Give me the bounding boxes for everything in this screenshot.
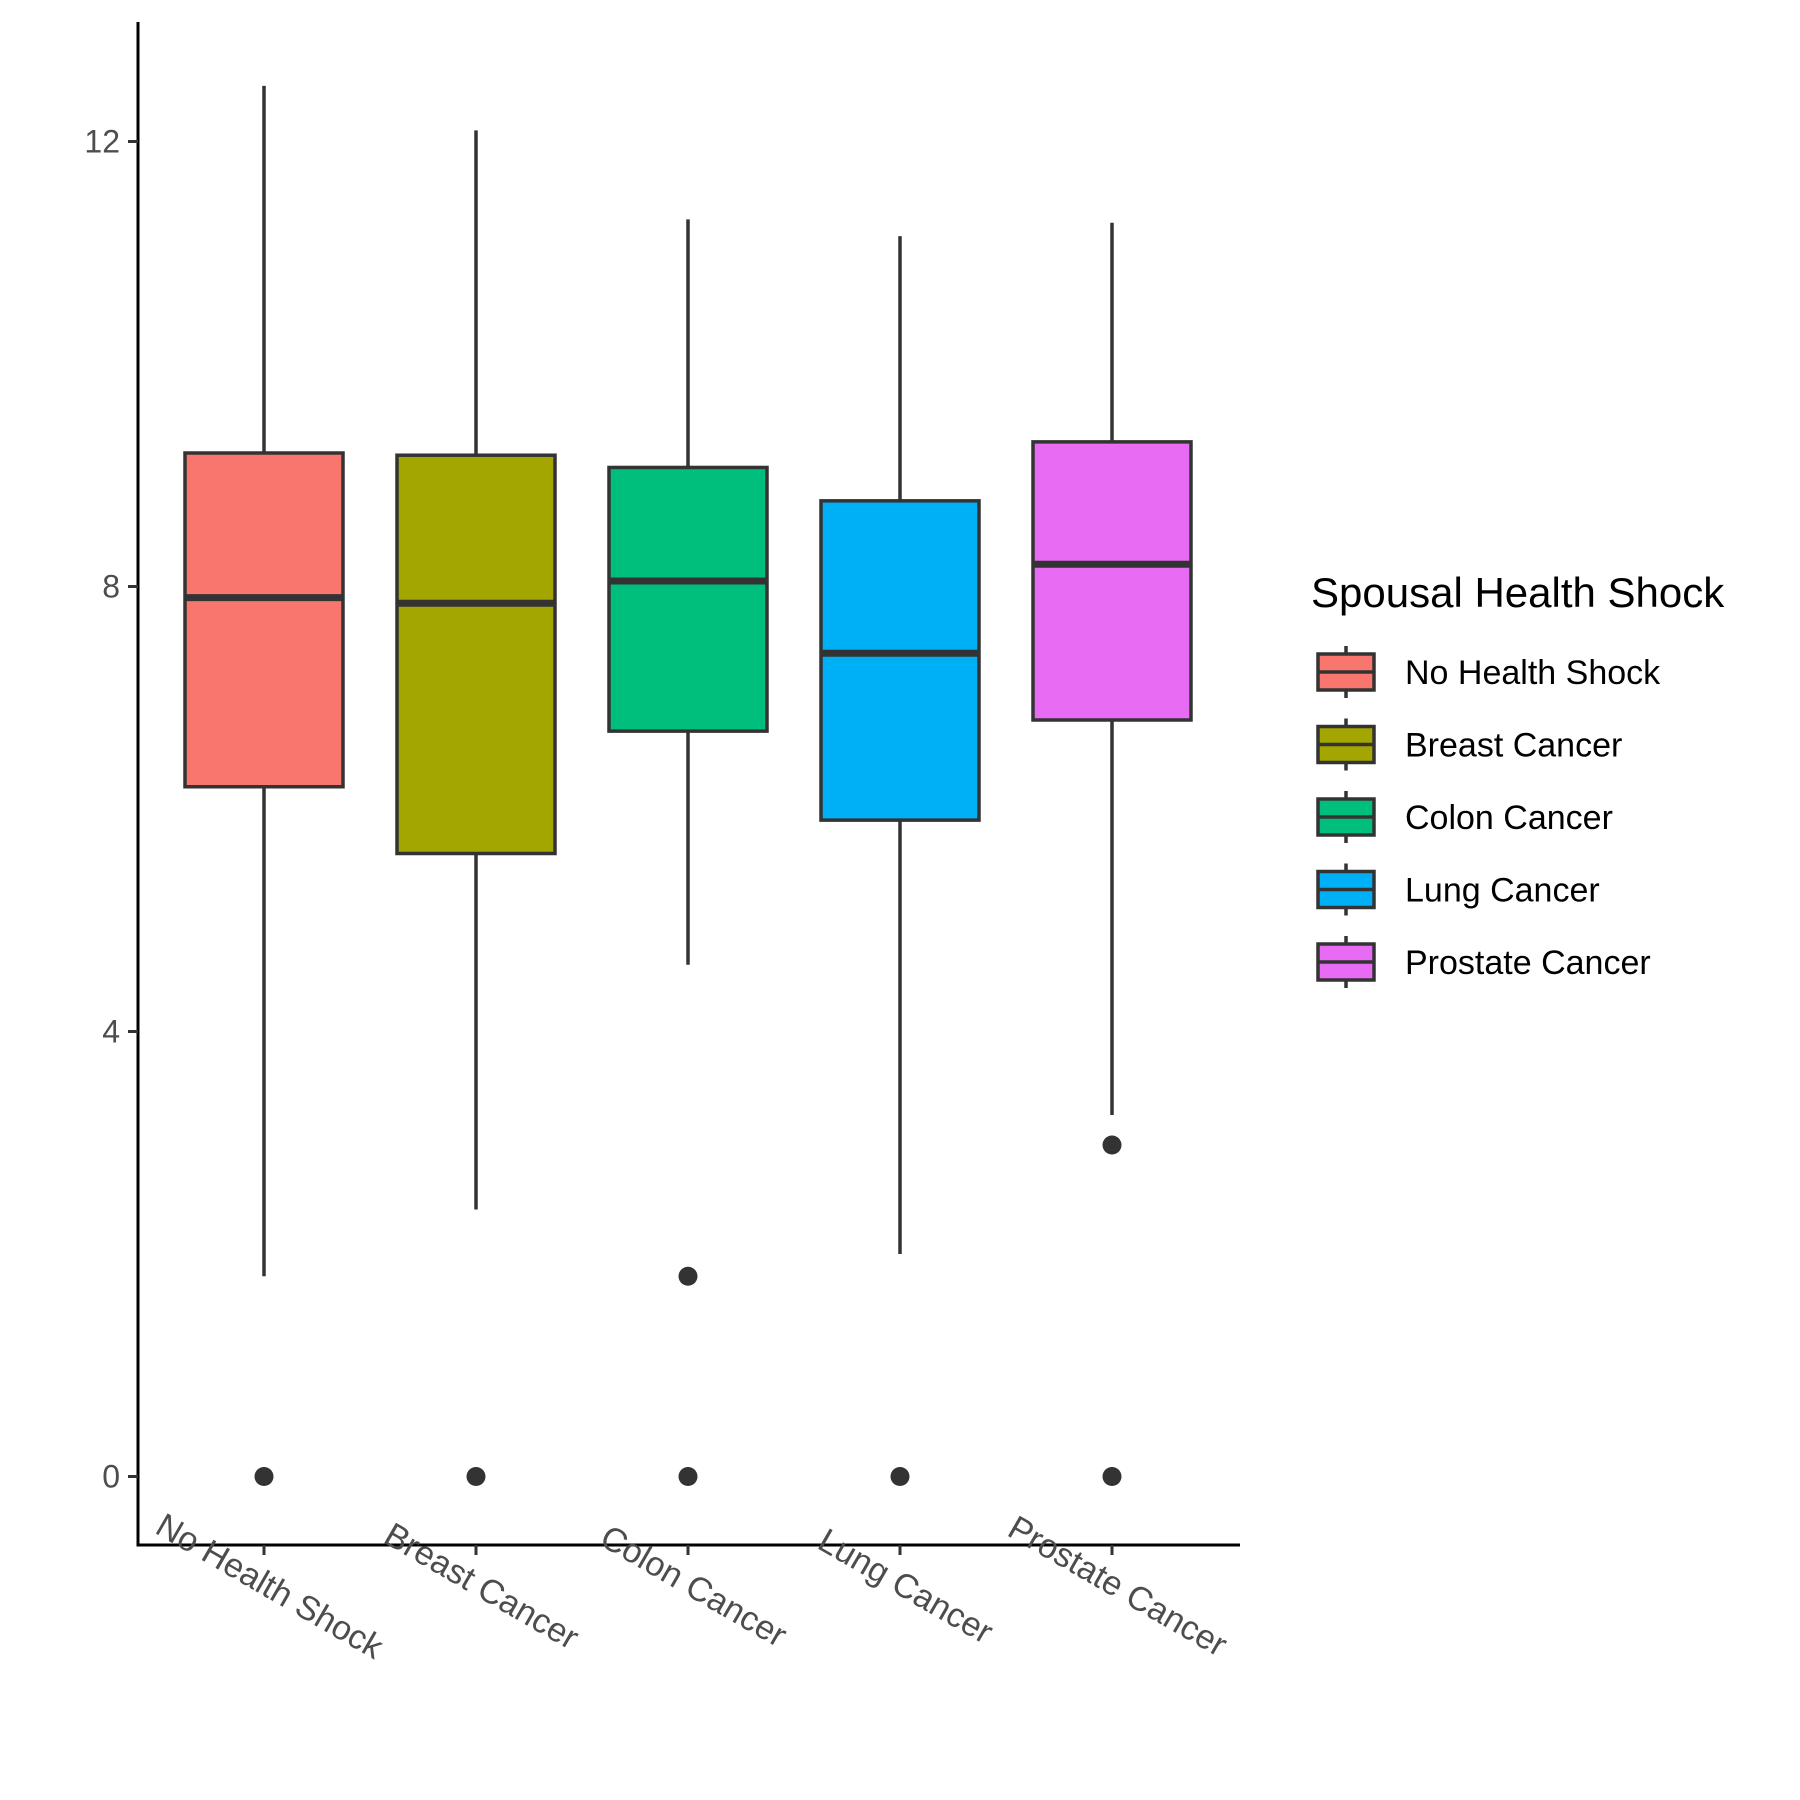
legend-label: Colon Cancer bbox=[1405, 799, 1613, 837]
legend-item: Colon Cancer bbox=[1316, 791, 1613, 843]
box-1 bbox=[395, 130, 557, 1486]
y-tick-label: 4 bbox=[102, 1014, 120, 1050]
box-0 bbox=[183, 85, 345, 1486]
outlier-point bbox=[890, 1467, 910, 1486]
legend-item: No Health Shock bbox=[1316, 646, 1661, 698]
boxes bbox=[183, 85, 1193, 1486]
outlier-point bbox=[466, 1467, 486, 1486]
y-tick-label: 8 bbox=[102, 569, 120, 605]
y-tick-label: 12 bbox=[84, 124, 120, 160]
x-tick-label: Lung Cancer bbox=[812, 1521, 1000, 1651]
legend-item: Lung Cancer bbox=[1316, 863, 1600, 916]
y-axis: 0 4 8 12 bbox=[84, 22, 140, 1547]
x-tick-label: Colon Cancer bbox=[594, 1518, 793, 1655]
iqr-box bbox=[395, 453, 557, 856]
x-tick-label: Breast Cancer bbox=[378, 1516, 585, 1658]
outlier-point bbox=[678, 1467, 698, 1486]
legend-label: Breast Cancer bbox=[1405, 727, 1622, 765]
iqr-box bbox=[1031, 440, 1193, 722]
outlier-point bbox=[254, 1467, 274, 1486]
outlier-point bbox=[1102, 1467, 1122, 1486]
legend-title: Spousal Health Shock bbox=[1311, 569, 1725, 616]
box-3 bbox=[819, 236, 981, 1486]
iqr-box bbox=[183, 451, 345, 789]
iqr-box bbox=[607, 465, 769, 733]
outlier-point bbox=[1102, 1135, 1122, 1155]
iqr-box bbox=[819, 499, 981, 822]
legend-label: Lung Cancer bbox=[1405, 872, 1600, 910]
legend-label: No Health Shock bbox=[1405, 654, 1661, 692]
legend-item: Prostate Cancer bbox=[1316, 936, 1651, 988]
x-tick-label: Prostate Cancer bbox=[1002, 1509, 1234, 1665]
legend: Spousal Health Shock No Health Shock Brea… bbox=[1311, 569, 1725, 988]
y-tick-label: 0 bbox=[102, 1459, 120, 1495]
legend-item: Breast Cancer bbox=[1316, 718, 1622, 771]
outlier-point bbox=[678, 1266, 698, 1286]
x-tick-label: No Health Shock bbox=[150, 1506, 391, 1667]
box-2 bbox=[607, 219, 769, 1486]
box-4 bbox=[1031, 222, 1193, 1486]
legend-label: Prostate Cancer bbox=[1405, 944, 1651, 982]
